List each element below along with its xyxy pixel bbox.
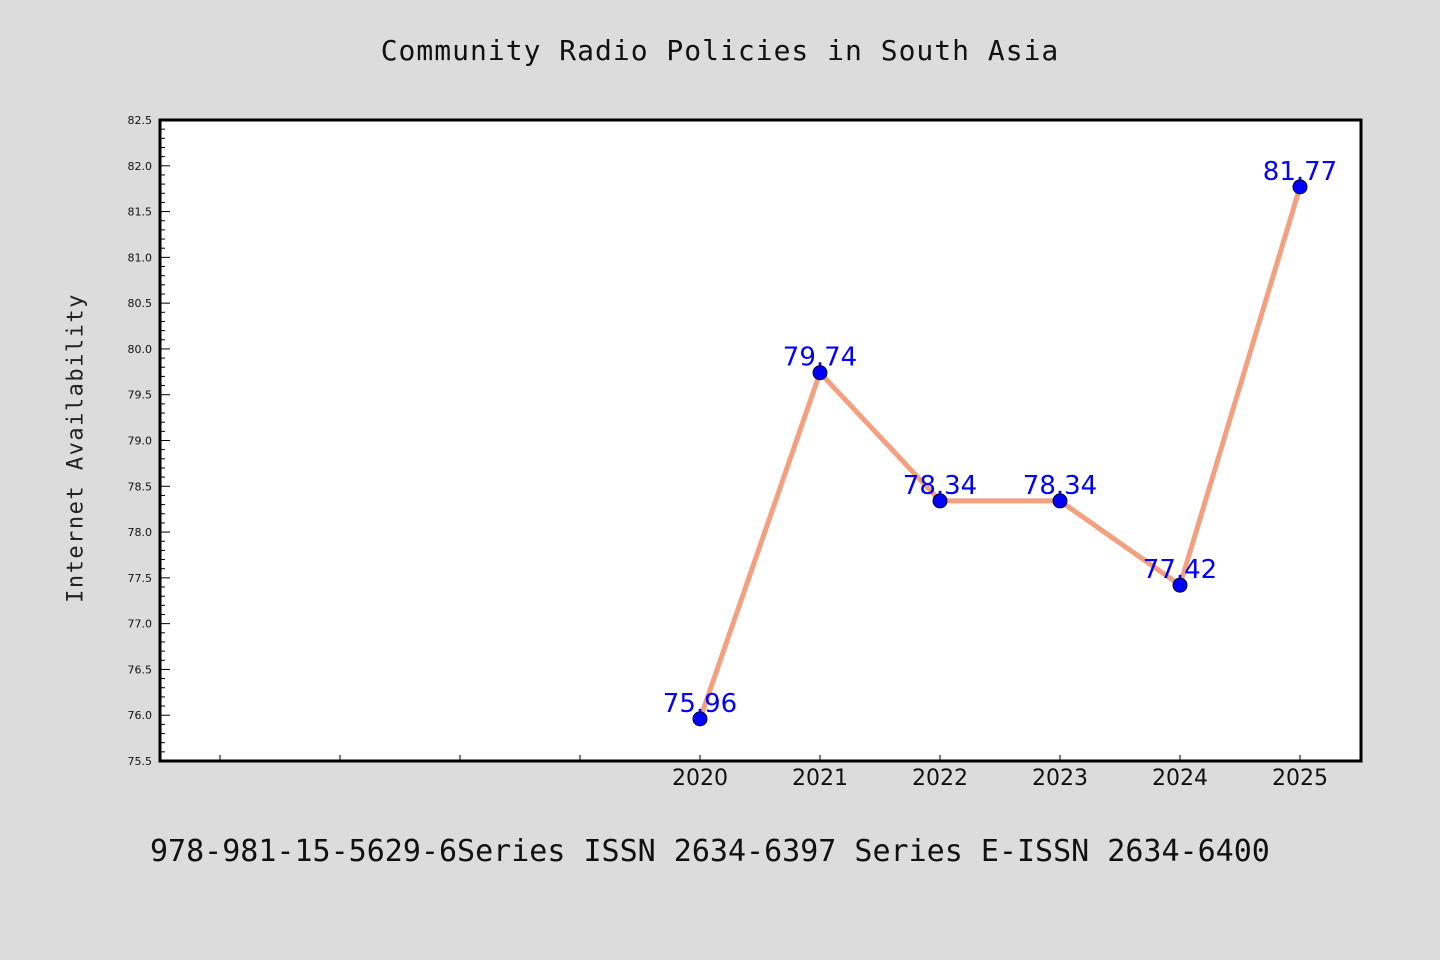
data-label: 77.42 xyxy=(1143,555,1217,585)
x-tick-label: 2020 xyxy=(672,766,728,791)
data-label: 81.77 xyxy=(1263,157,1337,187)
x-tick-label: 2021 xyxy=(792,766,848,791)
data-point xyxy=(812,365,828,381)
data-label: 75.96 xyxy=(663,689,737,719)
y-tick-label: 82.0 xyxy=(128,160,153,173)
x-tick-label: 2022 xyxy=(912,766,968,791)
y-tick-label: 76.0 xyxy=(128,709,153,722)
y-tick-label: 77.0 xyxy=(128,618,153,631)
data-point xyxy=(692,711,708,727)
data-label: 78.34 xyxy=(903,471,977,501)
x-tick-label: 2023 xyxy=(1032,766,1088,791)
y-tick-label: 78.0 xyxy=(128,526,153,539)
y-tick-label: 81.5 xyxy=(128,206,153,219)
y-tick-label: 81.0 xyxy=(128,251,153,264)
footer-isbn-issn: 978-981-15-5629-6Series ISSN 2634-6397 S… xyxy=(150,834,1270,869)
data-label: 79.74 xyxy=(783,343,857,373)
data-point xyxy=(1172,577,1188,593)
series-line xyxy=(697,184,1303,722)
x-tick-label: 2025 xyxy=(1272,766,1328,791)
y-tick-label: 79.0 xyxy=(128,435,153,448)
y-tick-label: 79.5 xyxy=(128,389,153,402)
x-tick-label: 2024 xyxy=(1152,766,1208,791)
data-point xyxy=(1052,493,1068,509)
data-label: 78.34 xyxy=(1023,471,1097,501)
y-tick-label: 80.0 xyxy=(128,343,153,356)
plot-area xyxy=(158,118,1363,763)
y-tick-label: 75.5 xyxy=(128,755,153,768)
y-tick-label: 76.5 xyxy=(128,663,153,676)
y-tick-label: 82.5 xyxy=(128,114,153,127)
y-tick-label: 77.5 xyxy=(128,572,153,585)
chart-title: Community Radio Policies in South Asia xyxy=(380,34,1060,67)
y-tick-label: 78.5 xyxy=(128,480,153,493)
data-point xyxy=(1292,179,1308,195)
y-tick-label: 80.5 xyxy=(128,297,153,310)
data-point xyxy=(932,493,948,509)
